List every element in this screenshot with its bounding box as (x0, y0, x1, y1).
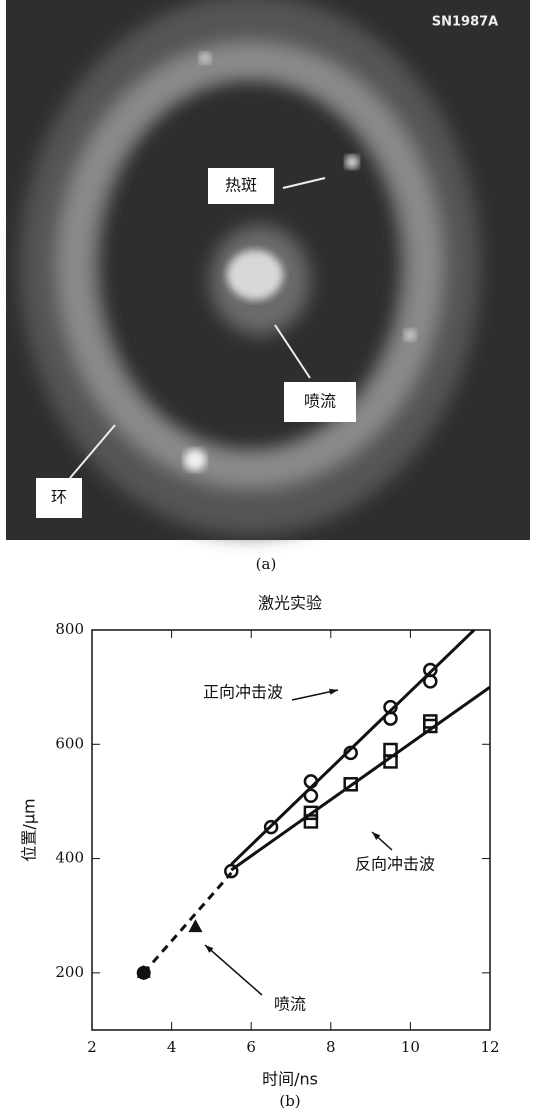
annotation: 正向冲击波 (203, 683, 283, 702)
marker (305, 790, 317, 802)
fit-line (144, 873, 232, 973)
y-tick-label: 400 (55, 849, 84, 867)
y-axis-label: 位置/μm (20, 798, 39, 861)
annotation-arrow (205, 945, 262, 995)
plot-frame (92, 630, 490, 1030)
page: SN1987A 热斑 喷流 环 (a) 激光实验 时间/ns 位置/μm (b)… (0, 0, 533, 1113)
annotation: 反向冲击波 (355, 855, 435, 874)
fit-line (231, 687, 490, 870)
jet-label: 喷流 (304, 392, 336, 411)
x-tick-label: 12 (480, 1038, 499, 1056)
chart-title: 激光实验 (258, 594, 322, 613)
figure: SN1987A 热斑 喷流 环 (a) 激光实验 时间/ns 位置/μm (b)… (0, 0, 533, 1113)
sn1987a-image: SN1987A 热斑 喷流 环 (6, 0, 530, 540)
hotspot-label: 热斑 (225, 176, 257, 195)
ring-label: 环 (51, 488, 67, 507)
x-tick-label: 4 (167, 1038, 177, 1056)
y-tick-label: 600 (55, 734, 84, 752)
x-tick-label: 6 (246, 1038, 256, 1056)
x-tick-label: 10 (401, 1038, 420, 1056)
x-tick-label: 8 (326, 1038, 336, 1056)
x-tick-label: 2 (87, 1038, 97, 1056)
x-axis-label: 时间/ns (262, 1070, 318, 1089)
y-tick-label: 800 (55, 620, 84, 638)
image-name: SN1987A (432, 15, 499, 30)
caption-b: (b) (279, 1092, 300, 1110)
marker (137, 966, 151, 980)
annotation: 喷流 (274, 995, 306, 1014)
y-tick-label: 200 (55, 963, 84, 981)
caption-a: (a) (256, 555, 277, 573)
marker (188, 919, 202, 932)
